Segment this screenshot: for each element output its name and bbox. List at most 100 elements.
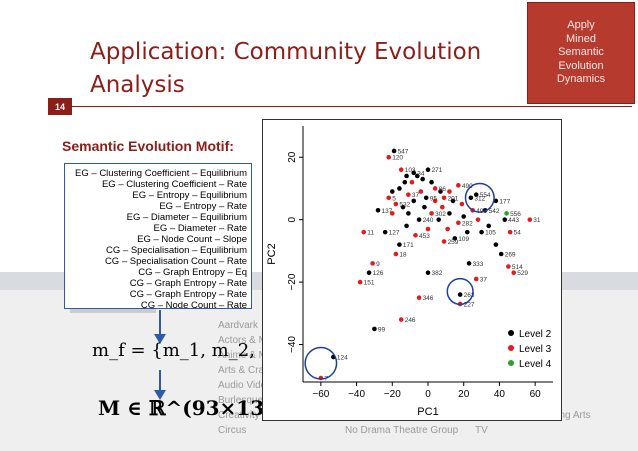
scatter-point — [372, 326, 377, 332]
motif-item: EG – Entropy – Equilibrium — [132, 190, 247, 201]
scatter-point — [391, 148, 397, 154]
scatter-point — [386, 154, 392, 160]
motif-item: CG – Specialisation – Equilibrium — [106, 245, 247, 256]
scatter-point — [406, 192, 411, 197]
pca-plot-svg: −60 −40 −20 0 20 40 60−40−20020PC1PC2547120271… — [266, 126, 553, 418]
point-label: 333 — [473, 261, 484, 268]
point-label: 171 — [403, 242, 414, 249]
legend-label: Level 4 — [519, 359, 552, 370]
point-label: 529 — [517, 270, 528, 277]
background-list-item: TV — [475, 425, 488, 436]
scatter-point — [507, 229, 513, 235]
scatter-point — [432, 186, 438, 191]
background-list-item: Aardvark — [218, 320, 259, 331]
x-tick-label: 0 — [425, 389, 431, 400]
point-label: 151 — [364, 280, 375, 287]
scatter-point — [386, 195, 392, 201]
background-list-item: No Drama Theatre Group — [345, 425, 459, 436]
pca-plot: −60 −40 −20 0 20 40 60 −40 −20 0 20 PC1 PC2 547 120 271… — [262, 119, 562, 421]
point-label: 54 — [514, 230, 522, 237]
x-tick-label: 60 — [530, 389, 542, 400]
scatter-point — [493, 242, 499, 247]
badge-line: Evolution — [558, 59, 604, 72]
point-label: 177 — [499, 198, 510, 205]
motif-item: EG – Clustering Coefficient – Rate — [101, 179, 247, 190]
scatter-point — [447, 211, 452, 216]
highlight-circle — [464, 182, 495, 213]
point-label: 9 — [376, 261, 380, 268]
scatter-point — [397, 242, 402, 247]
point-label: 302 — [435, 211, 446, 218]
scatter-point — [456, 220, 461, 226]
point-label: 201 — [448, 195, 459, 202]
legend-marker — [508, 360, 514, 366]
scatter-point — [357, 279, 363, 285]
scatter-point — [418, 189, 424, 194]
scatter-point — [397, 186, 402, 191]
scatter-point — [420, 176, 425, 182]
scatter-point — [473, 276, 479, 282]
point-label: 18 — [399, 252, 407, 259]
x-tick-label: −60 — [312, 389, 329, 400]
point-label: 514 — [512, 264, 523, 271]
scatter-point — [398, 317, 404, 322]
matrix-formula: M ∈ ℝ^(93×13) — [98, 396, 274, 420]
motif-item: CG – Graph Entropy – Rate — [129, 289, 247, 300]
scatter-point — [425, 226, 431, 232]
scatter-point — [445, 226, 450, 232]
x-tick-label: −20 — [384, 389, 401, 400]
scatter-point — [450, 198, 456, 204]
point-label: 127 — [389, 230, 400, 237]
y-tick-label: −20 — [287, 273, 298, 290]
point-label: 126 — [373, 270, 384, 277]
point-label: 105 — [485, 230, 496, 237]
motif-list: EG – Clustering Coefficient – Equilibriu… — [64, 163, 252, 311]
scatter-point — [404, 173, 409, 179]
point-label: 542 — [489, 208, 500, 215]
point-label: 31 — [533, 217, 541, 224]
scatter-point — [502, 217, 508, 222]
x-tick-label: 20 — [458, 389, 470, 400]
point-label: 346 — [423, 295, 434, 302]
point-label: 7 — [324, 376, 328, 383]
scatter-point — [486, 223, 492, 229]
badge-line: Apply — [567, 19, 595, 32]
background-list-item: Audio Video Editing — [218, 380, 305, 391]
scatter-point — [398, 167, 404, 173]
scatter-point — [423, 195, 429, 201]
scatter-point — [416, 217, 422, 222]
scatter-point — [404, 223, 409, 229]
point-label: 490 — [462, 183, 473, 190]
point-label: 227 — [464, 301, 475, 308]
scatter-point — [438, 189, 443, 194]
scatter-point — [366, 270, 372, 276]
scatter-point — [457, 292, 463, 297]
motif-item: CG – Graph Entropy – Eq — [138, 267, 247, 278]
point-label: 453 — [419, 233, 430, 240]
background-list-item: Anime & Manga — [218, 350, 290, 361]
motif-item: EG – Diameter – Equilibrium — [126, 212, 247, 223]
highlight-circle — [446, 277, 474, 306]
scatter-point — [389, 211, 395, 216]
scatter-point — [527, 217, 533, 222]
point-label: 554 — [480, 192, 491, 199]
scatter-point — [498, 251, 504, 257]
scatter-point — [456, 183, 461, 188]
scatter-point — [459, 201, 465, 207]
y-axis-label: PC2 — [266, 243, 278, 264]
background-list-item: Actors & Models — [218, 335, 291, 346]
point-label: 124 — [337, 355, 348, 362]
scatter-point — [402, 179, 408, 185]
point-label: 95 — [430, 195, 438, 202]
motif-item: EG – Node Count – Slope — [137, 234, 247, 245]
scatter-point — [425, 167, 431, 173]
scatter-point — [479, 229, 484, 235]
badge-line: Dynamics — [556, 73, 606, 86]
scatter-point — [429, 211, 434, 216]
x-tick-label: −40 — [348, 389, 365, 400]
x-tick-label: 40 — [494, 389, 506, 400]
point-label: 556 — [510, 211, 521, 218]
motif-item: CG – Specialisation Count – Rate — [104, 256, 247, 267]
point-label: 443 — [508, 217, 519, 224]
scatter-point — [389, 189, 395, 194]
